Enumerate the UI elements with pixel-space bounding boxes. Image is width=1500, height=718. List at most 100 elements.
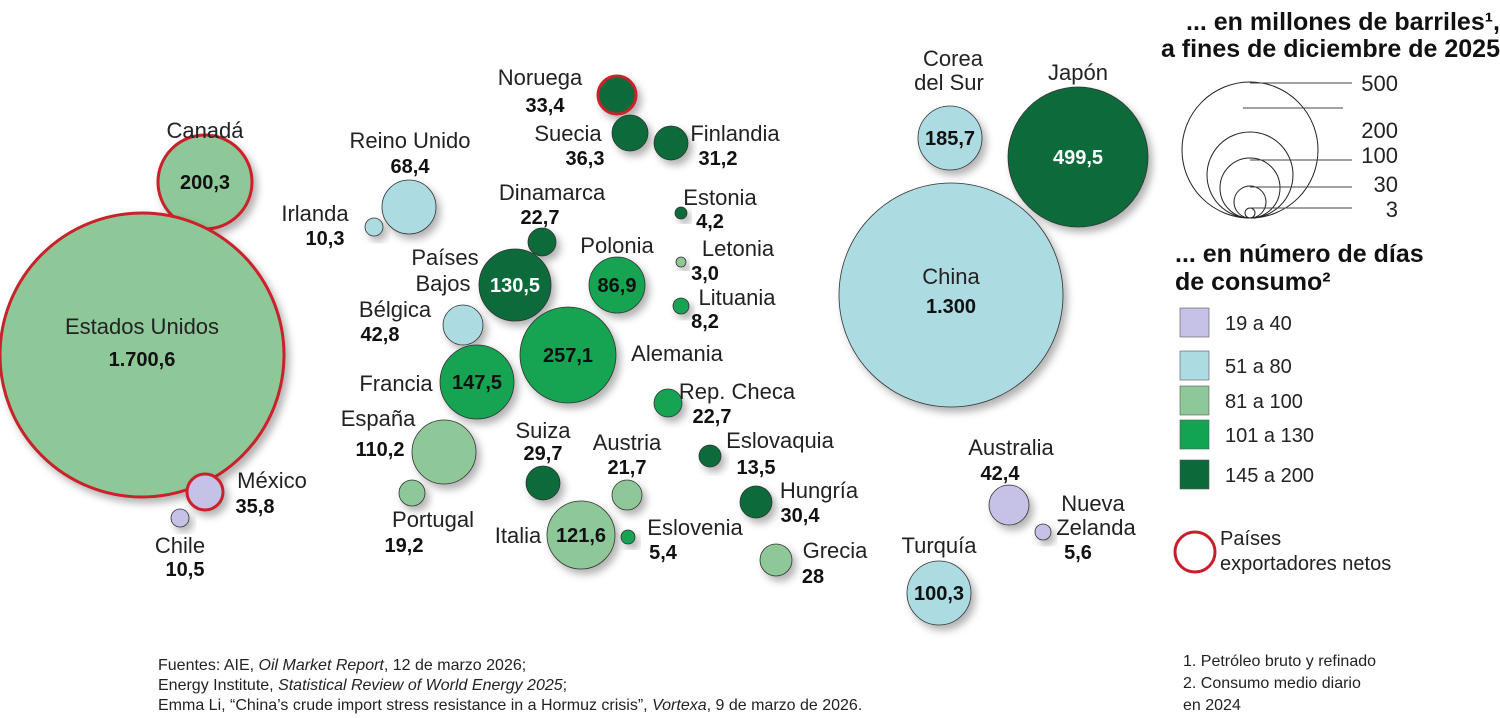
color-legend-label: 81 a 100 [1225,391,1303,413]
bubble-circle [988,484,1030,526]
bubble-circle [653,388,683,418]
country-name: Eslovaquia [726,428,834,453]
bubble-value: 130,5 [490,275,540,297]
bubble-circle [698,444,722,468]
bubble-value: 31,2 [699,148,738,170]
bubble-value: 42,4 [981,463,1021,485]
country-name: Australia [968,435,1054,460]
country-name: Corea [923,46,984,71]
source-part: Fuentes: AIE, [158,657,259,674]
bubble-circle [170,508,190,528]
bubble-italia: Italia 121,6 [495,500,616,570]
bubble-circle [620,529,636,545]
size-legend-label: 500 [1361,71,1398,96]
bubble-value: 499,5 [1053,147,1103,169]
bubble-circle [546,500,616,570]
legend-title: ... en millones de barriles¹, [1186,8,1500,36]
country-name: Bajos [415,271,470,296]
bubble-circle [0,211,286,499]
source-part: Oil Market Report [259,657,385,674]
bubble-value: 22,7 [521,207,560,229]
legend-title: a fines de diciembre de 2025 [1161,35,1500,63]
source-part: , 9 de marzo de 2026. [707,697,863,714]
country-name: Estonia [683,185,757,210]
country-name: Hungría [780,478,859,503]
country-name: Finlandia [690,121,780,146]
country-name: Italia [495,523,542,548]
country-name: Canadá [166,118,244,143]
bubble-value: 200,3 [180,172,230,194]
bubble-estados-unidos: Estados Unidos 1.700,6 [0,211,286,499]
bubble-portugal: Portugal 19,2 [385,479,474,557]
country-name: Estados Unidos [65,314,219,339]
bubble-circle [838,182,1064,408]
bubble-circle [525,465,561,501]
bubble-value: 28 [802,566,824,588]
bubble-value: 13,5 [737,457,776,479]
bubble-value: 19,2 [385,535,424,557]
country-name: Portugal [392,507,474,532]
bubble-value: 8,2 [691,311,719,333]
bubble-grecia: Grecia 28 [759,538,869,588]
country-name: Lituania [698,285,776,310]
bubble-reino-unido: Reino Unido 68,4 [349,128,471,235]
size-legend-label: 3 [1386,197,1398,222]
bubble-circle [596,74,638,116]
bubble-circle [185,472,225,512]
color-legend-title: ... en número de días [1175,240,1424,268]
bubble-value: 68,4 [391,156,431,178]
color-legend-label: 51 a 80 [1225,356,1292,378]
exporter-legend-label: Países [1220,528,1281,550]
bubble-circle [1007,86,1149,228]
size-legend-circle [1206,131,1294,219]
bubble-value: 121,6 [556,525,606,547]
bubble-value: 100,3 [914,583,964,605]
country-name: Letonia [702,236,775,261]
country-name: Grecia [803,538,869,563]
country-name: Nueva [1061,491,1125,516]
color-legend-label: 19 a 40 [1225,313,1292,335]
bubble-eslovaquia: Eslovaquia 13,5 [698,428,835,479]
bubble-value: 29,7 [524,443,563,465]
bubble-circle [674,206,688,220]
bubble-value: 5,4 [649,542,678,564]
size-legend-circle [1219,157,1281,219]
source-part: ; [563,677,567,694]
country-name: Alemania [631,341,723,366]
footnote: 1. Petróleo bruto y refinado [1183,653,1376,670]
bubble-circle [411,419,477,485]
color-legend-swatch [1179,307,1210,338]
bubble-mexico: México 35,8 [185,468,307,518]
bubble-value: 3,0 [691,263,719,285]
bubble-circle [611,114,649,152]
bubble-value: 257,1 [543,345,593,367]
bubble-circle [906,560,972,626]
bubble-circle [1034,523,1052,541]
bubble-circle [364,217,384,237]
color-legend-swatch [1179,350,1210,381]
size-legend-circle [1181,81,1319,219]
bubble-canada: Canadá 200,3 [156,118,254,231]
bubble-value: 185,7 [925,128,975,150]
source-line: Energy Institute, Statistical Review of … [158,677,567,694]
bubble-circle [739,485,773,519]
country-name: del Sur [914,70,984,95]
bubble-value: 147,5 [452,372,502,394]
bubble-value: 110,2 [356,439,405,461]
bubble-value: 1.700,6 [109,349,176,371]
color-legend-swatch [1179,459,1210,490]
country-name: Rep. Checa [679,379,796,404]
